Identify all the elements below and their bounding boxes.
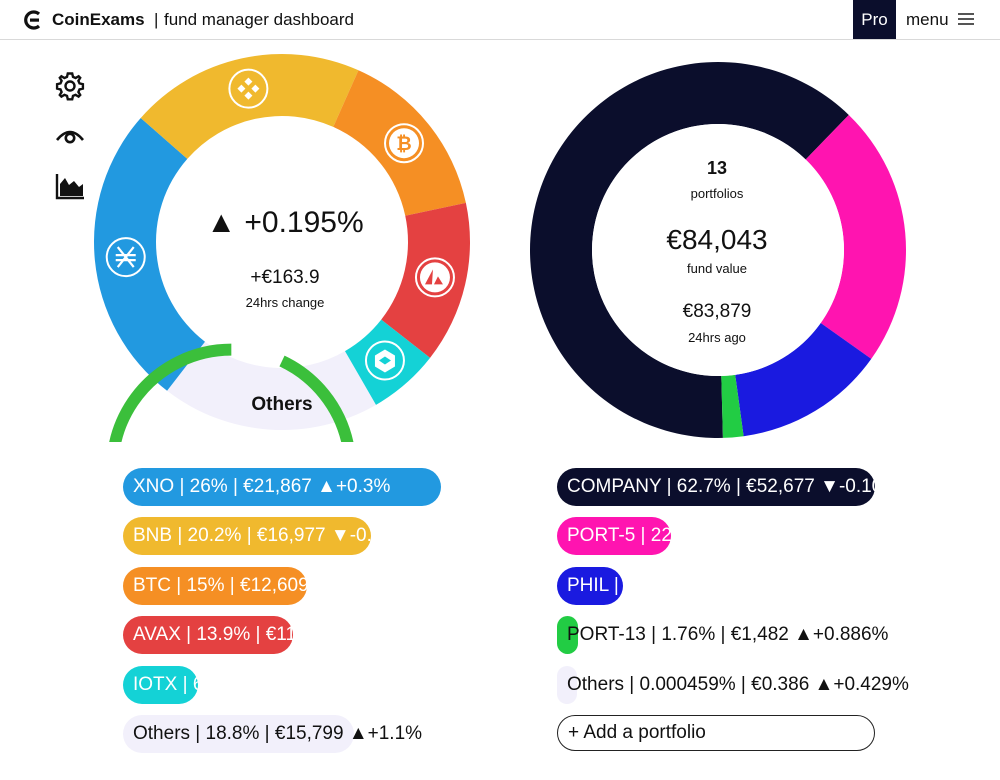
legend-item[interactable]: PORT-13 | 1.76% | €1,482 ▲+0.886% xyxy=(557,616,889,655)
xno-icon xyxy=(105,237,146,278)
portfolio-allocation-donut-chart xyxy=(530,61,906,438)
pro-button[interactable]: Pro xyxy=(853,0,896,39)
legend-label: BNB | 20.2% | €16,977 ▼-0.121% xyxy=(133,525,421,547)
avax-icon xyxy=(414,257,455,298)
legend-item[interactable]: PHIL | 13% | €10,931 ▲+0.471% xyxy=(557,566,846,605)
legend-item[interactable]: PORT-5 | 22.6% | €18,953 ▲+0.832% xyxy=(557,517,889,556)
slice-port-13[interactable] xyxy=(721,374,744,438)
legend-bar xyxy=(123,468,441,506)
legend-label: AVAX | 13.9% | €11,666 ▼-0.754% xyxy=(133,624,428,646)
btc-icon: ₿ xyxy=(384,123,425,164)
legend-bar xyxy=(123,616,294,655)
legend-label: Others | 18.8% | €15,799 ▲+1.1% xyxy=(133,723,423,744)
legend-bar xyxy=(557,517,672,556)
legend-item[interactable]: XNO | 26% | €21,867 ▲+0.3% xyxy=(123,468,441,506)
legend-item[interactable]: Others | 0.000459% | €0.386 ▲+0.429% xyxy=(557,665,909,704)
donut-center xyxy=(170,130,394,354)
fund-value-caption: fund value xyxy=(687,261,747,276)
legend-bar xyxy=(123,715,354,753)
legend-label: IOTX | 6.1% | €5,126 ▲+1.21% xyxy=(133,673,399,695)
slice-bnb[interactable] xyxy=(140,53,359,159)
iotx-icon xyxy=(364,340,405,381)
legend-bar xyxy=(123,665,198,704)
others-slice-label: Others xyxy=(251,394,313,415)
title-separator: | xyxy=(154,10,159,29)
past-fund-caption: 24hrs ago xyxy=(688,330,746,345)
legend-item[interactable]: Others | 18.8% | €15,799 ▲+1.1% xyxy=(123,715,422,753)
legend-bar xyxy=(557,468,875,506)
slice-xno[interactable] xyxy=(93,117,205,391)
bnb-icon xyxy=(228,68,269,109)
legend-label: PHIL | 13% | €10,931 ▲+0.471% xyxy=(567,574,846,596)
slice-phil[interactable] xyxy=(735,322,872,437)
top-header: CoinExams | fund manager dashboard Pro m… xyxy=(0,0,1000,40)
hamburger-menu-icon[interactable] xyxy=(958,13,974,27)
legend-item[interactable]: BNB | 20.2% | €16,977 ▼-0.121% xyxy=(123,517,421,556)
change-value: +€163.9 xyxy=(250,267,320,288)
legend-bar xyxy=(123,566,308,605)
brand-name[interactable]: CoinExams xyxy=(52,10,145,29)
slice-company[interactable] xyxy=(530,61,849,438)
slice-others[interactable] xyxy=(167,341,376,430)
area-chart-icon[interactable] xyxy=(54,170,86,202)
change-progress-ring xyxy=(109,343,354,442)
slice-port-5[interactable] xyxy=(805,114,906,359)
legend-bar xyxy=(123,517,372,556)
page-subtitle: fund manager dashboard xyxy=(164,10,354,29)
add-portfolio-button[interactable]: + Add a portfolio xyxy=(557,715,875,751)
portfolio-caption: portfolios xyxy=(690,186,744,201)
portfolio-count: 13 xyxy=(706,158,728,178)
eye-icon[interactable] xyxy=(54,121,86,153)
change-caption: 24hrs change xyxy=(245,295,325,310)
legend-label: Others | 0.000459% | €0.386 ▲+0.429% xyxy=(567,673,909,695)
legend-label: BTC | 15% | €12,609 ▼-0.211% xyxy=(133,574,403,596)
svg-text:₿: ₿ xyxy=(396,133,411,155)
legend-label: PORT-5 | 22.6% | €18,953 ▲+0.832% xyxy=(567,525,889,547)
gear-icon[interactable] xyxy=(54,70,86,102)
legend-item[interactable]: AVAX | 13.9% | €11,666 ▼-0.754% xyxy=(123,616,428,655)
menu-button-label[interactable]: menu xyxy=(906,10,949,29)
donut-center xyxy=(592,124,844,376)
legend-item[interactable]: COMPANY | 62.7% | €52,677 ▼-0.108% xyxy=(557,468,910,506)
legend-bar xyxy=(557,616,578,655)
legend-bar xyxy=(557,566,623,605)
coin-allocation-donut-chart: ₿ xyxy=(93,53,470,442)
past-fund-value: €83,879 xyxy=(682,301,752,322)
legend-item[interactable]: BTC | 15% | €12,609 ▼-0.211% xyxy=(123,566,403,605)
coinexams-logo-icon[interactable] xyxy=(22,9,44,31)
legend-label: PORT-13 | 1.76% | €1,482 ▲+0.886% xyxy=(567,624,889,646)
change-percent: ▲ +0.195% xyxy=(206,206,364,239)
legend-label: COMPANY | 62.7% | €52,677 ▼-0.108% xyxy=(567,476,910,497)
legend-item[interactable]: IOTX | 6.1% | €5,126 ▲+1.21% xyxy=(123,665,399,704)
legend-label: XNO | 26% | €21,867 ▲+0.3% xyxy=(133,476,391,497)
fund-value: €84,043 xyxy=(666,224,768,255)
legend-bar xyxy=(557,665,577,704)
